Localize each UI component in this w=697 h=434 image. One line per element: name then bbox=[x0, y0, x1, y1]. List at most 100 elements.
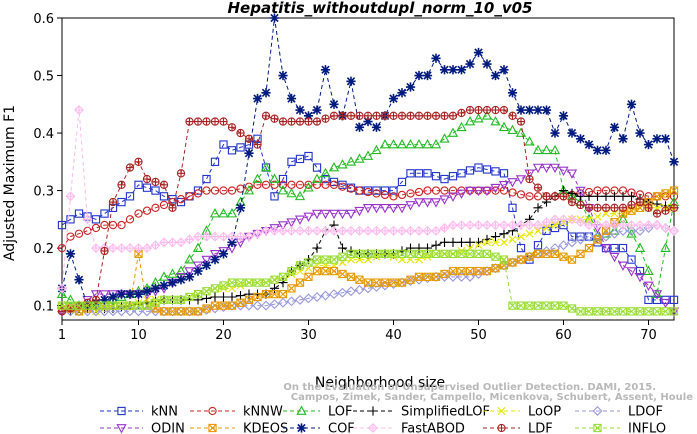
data-point-inflo bbox=[431, 249, 441, 258]
data-point-odin bbox=[447, 192, 459, 202]
data-point-cof bbox=[575, 134, 586, 144]
legend-item-odin: ODIN bbox=[100, 422, 185, 434]
data-point-kdeos bbox=[440, 269, 449, 279]
data-point-knn bbox=[440, 174, 449, 184]
data-point-fastabod bbox=[643, 220, 654, 231]
data-point-cof bbox=[388, 93, 399, 104]
data-point-inflo bbox=[380, 249, 390, 258]
data-point-simplifiedlof bbox=[337, 243, 348, 253]
data-point-fastabod bbox=[482, 220, 492, 231]
data-point-inflo bbox=[465, 249, 475, 258]
data-point-fastabod bbox=[414, 225, 424, 236]
data-point-ldf bbox=[100, 246, 109, 256]
data-point-ldf bbox=[525, 174, 534, 184]
data-point-inflo bbox=[457, 249, 466, 258]
data-point-knn bbox=[491, 167, 500, 176]
data-point-loop bbox=[389, 252, 398, 261]
series-loop bbox=[58, 203, 678, 316]
data-point-fastabod bbox=[660, 222, 671, 233]
data-point-ldf bbox=[117, 180, 126, 189]
data-point-odin bbox=[345, 209, 357, 220]
data-point-fastabod bbox=[82, 214, 93, 225]
data-point-ldf bbox=[185, 117, 194, 126]
x-tick-label: 60 bbox=[555, 328, 572, 343]
data-point-fastabod bbox=[91, 243, 101, 254]
data-point-ldof bbox=[354, 284, 365, 295]
data-point-kdeos bbox=[593, 235, 602, 244]
x-tick-label: 1 bbox=[58, 328, 66, 343]
data-point-fastabod bbox=[346, 225, 356, 236]
data-point-knn bbox=[533, 241, 543, 250]
data-point-inflo bbox=[601, 307, 611, 316]
data-point-cof bbox=[473, 47, 484, 58]
data-point-odin bbox=[311, 209, 323, 220]
data-point-knnw bbox=[321, 180, 330, 189]
data-point-lof bbox=[473, 113, 484, 123]
data-point-simplifiedlof bbox=[405, 243, 416, 253]
data-point-kdeos bbox=[278, 289, 288, 299]
data-point-cof bbox=[516, 105, 526, 115]
data-point-kdeos bbox=[414, 272, 424, 282]
data-point-knn bbox=[380, 186, 390, 195]
data-point-cof bbox=[167, 278, 178, 288]
data-point-simplifiedlof bbox=[193, 295, 203, 305]
data-point-kdeos bbox=[474, 266, 483, 276]
legend-label-kdeos: KDEOS bbox=[243, 422, 288, 434]
data-point-kdeos bbox=[287, 284, 296, 293]
data-point-cof bbox=[312, 105, 322, 115]
data-point-inflo bbox=[66, 301, 75, 310]
data-point-kdeos bbox=[550, 249, 560, 258]
data-point-inflo bbox=[329, 255, 339, 264]
data-point-simplifiedlof bbox=[269, 283, 280, 293]
data-point-knn bbox=[465, 166, 475, 175]
data-point-inflo bbox=[423, 249, 432, 258]
data-point-fastabod bbox=[592, 220, 603, 231]
data-point-lof bbox=[430, 139, 442, 149]
data-point-simplifiedlof bbox=[465, 237, 475, 247]
data-point-lof bbox=[422, 139, 433, 149]
data-point-cof bbox=[490, 70, 501, 81]
data-point-knn bbox=[227, 146, 237, 155]
data-point-knnw bbox=[100, 220, 109, 230]
data-point-odin bbox=[405, 201, 416, 211]
data-point-lof bbox=[226, 208, 238, 218]
data-point-inflo bbox=[584, 307, 594, 316]
data-point-odin bbox=[643, 281, 654, 292]
data-point-knn bbox=[312, 163, 322, 172]
data-point-lof bbox=[515, 127, 527, 137]
legend-label-odin: ODIN bbox=[151, 422, 185, 434]
data-point-knn bbox=[567, 232, 577, 241]
data-point-inflo bbox=[542, 301, 551, 310]
legend-item-cof: COF bbox=[283, 422, 355, 434]
data-point-kdeos bbox=[219, 301, 228, 310]
data-point-simplifiedlof bbox=[490, 231, 501, 242]
data-point-fastabod bbox=[405, 225, 416, 236]
data-point-knn bbox=[329, 177, 339, 187]
data-point-cof bbox=[320, 65, 331, 75]
data-point-simplifiedlof bbox=[533, 203, 543, 213]
data-point-fastabod bbox=[159, 237, 169, 248]
data-point-inflo bbox=[508, 301, 517, 310]
data-point-ldof bbox=[550, 243, 560, 254]
legend: kNN kNNW LOF SimplifiedLOF LoOP LDOF ODIN KDEOS… bbox=[100, 405, 666, 434]
legend-label-inflo: INFLO bbox=[628, 422, 666, 434]
data-point-kdeos bbox=[448, 266, 458, 276]
data-point-fastabod bbox=[201, 231, 212, 242]
data-point-kdeos bbox=[312, 266, 322, 276]
data-point-ldof bbox=[116, 306, 127, 317]
data-point-knnw bbox=[304, 180, 313, 189]
data-point-kdeos bbox=[457, 266, 466, 276]
data-point-knnw bbox=[380, 190, 390, 200]
data-point-simplifiedlof bbox=[592, 191, 603, 201]
data-point-inflo bbox=[219, 281, 228, 290]
data-point-lof bbox=[490, 115, 501, 126]
data-point-kdeos bbox=[202, 304, 211, 313]
data-point-ldf bbox=[270, 114, 279, 123]
data-point-ldof bbox=[541, 245, 552, 256]
series-inflo bbox=[57, 249, 679, 316]
data-point-ldf bbox=[108, 197, 118, 207]
data-point-odin bbox=[464, 186, 476, 197]
legend-marker-loop bbox=[497, 407, 506, 415]
data-point-knnw bbox=[423, 186, 432, 195]
data-point-knn bbox=[219, 140, 228, 149]
